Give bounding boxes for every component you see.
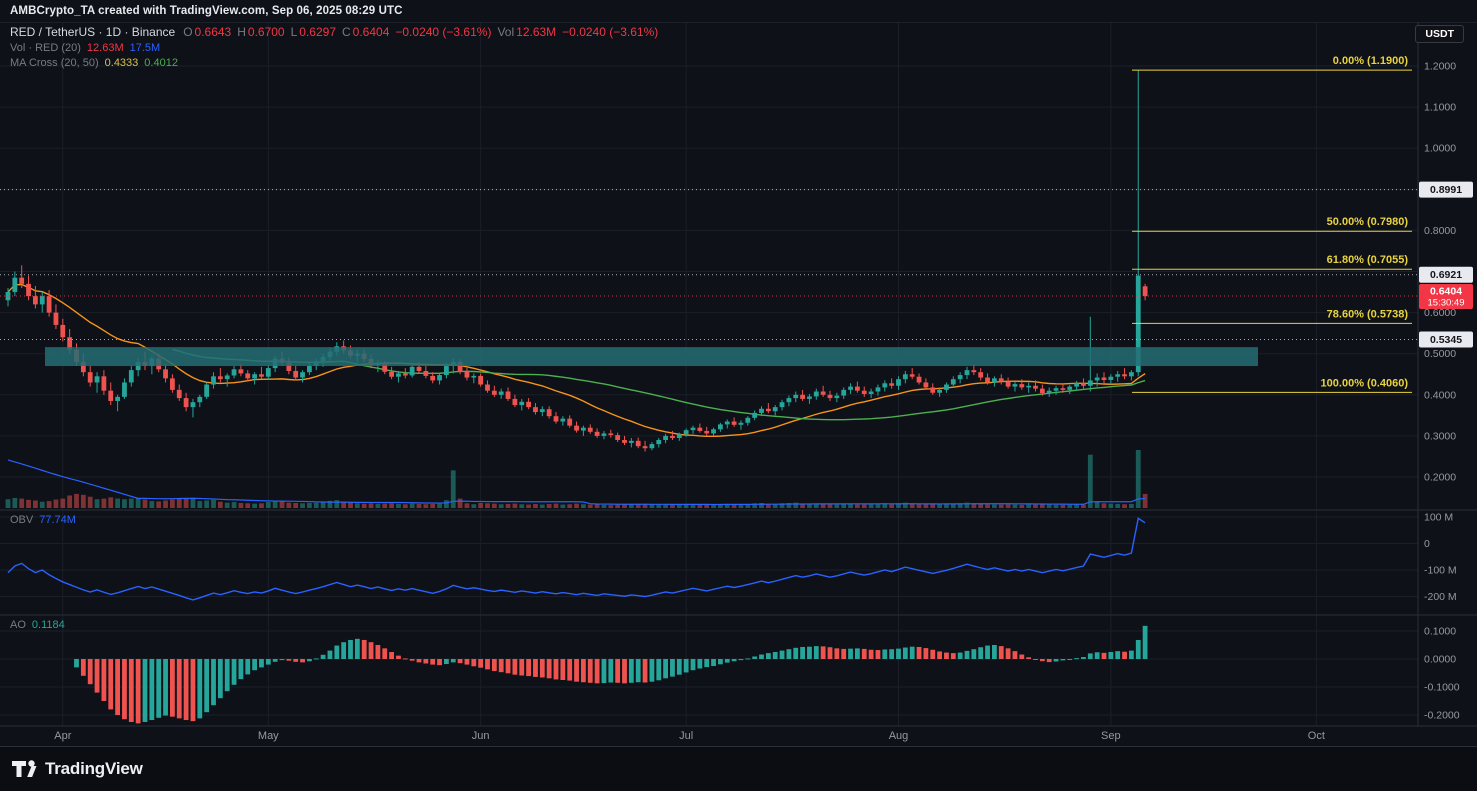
svg-text:-0.2000: -0.2000 [1424, 710, 1460, 722]
attribution-text: AMBCrypto_TA created with TradingView.co… [10, 5, 403, 17]
svg-text:1.2000: 1.2000 [1424, 61, 1456, 73]
svg-text:Oct: Oct [1308, 730, 1325, 742]
currency-toggle-button[interactable]: USDT [1415, 25, 1464, 43]
volume-label: Vol [497, 25, 515, 39]
svg-text:0.0000: 0.0000 [1424, 654, 1456, 666]
fib-levels: 0.00% (1.1900) 50.00% (0.7980) 61.80% (0.7… [1132, 55, 1412, 393]
svg-text:100 M: 100 M [1424, 512, 1453, 524]
volume-indicator-value: 12.63M [86, 42, 124, 54]
volume-bars [5, 450, 1148, 508]
svg-text:-200 M: -200 M [1424, 591, 1457, 603]
pane-separators [0, 21, 1477, 727]
open-value: 0.6643 [194, 25, 232, 39]
main-chart-canvas[interactable]: 0.00% (1.1900) 50.00% (0.7980) 61.80% (0.7… [0, 0, 1477, 745]
volume-indicator-title: Vol · RED (20) [10, 42, 81, 54]
svg-text:0.5000: 0.5000 [1424, 348, 1456, 360]
open-label: O [183, 25, 193, 39]
change-value: −0.0240 (−3.61%) [395, 25, 492, 39]
supply-zone [45, 347, 1258, 367]
svg-text:78.60% (0.5738): 78.60% (0.5738) [1327, 308, 1409, 320]
footer-bar: TradingView [0, 746, 1477, 791]
symbol-title: RED / TetherUS · 1D · Binance [10, 25, 176, 39]
svg-text:0.3000: 0.3000 [1424, 430, 1456, 442]
ma-cross-indicator-row[interactable]: MA Cross (20, 50) 0.4333 0.4012 [10, 57, 664, 69]
volume-change-value: −0.0240 (−3.61%) [562, 25, 659, 39]
ma-cross-title: MA Cross (20, 50) [10, 57, 99, 69]
svg-text:Jun: Jun [472, 730, 490, 742]
svg-text:1.1000: 1.1000 [1424, 102, 1456, 114]
obv-title: OBV [10, 514, 34, 526]
ma20-line [7, 283, 1146, 438]
svg-text:Apr: Apr [54, 730, 71, 742]
candles-layer [5, 70, 1148, 452]
obv-value: 77.74M [39, 514, 76, 526]
svg-text:May: May [258, 730, 279, 742]
high-value: 0.6700 [247, 25, 285, 39]
svg-text:0.00% (1.1900): 0.00% (1.1900) [1333, 55, 1409, 67]
svg-text:-100 M: -100 M [1424, 565, 1457, 577]
volume-indicator-row[interactable]: Vol · RED (20) 12.63M 17.5M [10, 42, 664, 54]
volume-ma-line [7, 459, 1146, 506]
tradingview-wordmark: TradingView [45, 759, 143, 778]
svg-text:15:30:49: 15:30:49 [1428, 297, 1465, 308]
svg-text:50.00% (0.7980): 50.00% (0.7980) [1327, 216, 1409, 228]
price-alert-lines [0, 189, 1418, 341]
ao-histogram [74, 625, 1148, 724]
svg-text:0.4000: 0.4000 [1424, 389, 1456, 401]
svg-text:0.6921: 0.6921 [1430, 269, 1462, 281]
svg-text:0.1000: 0.1000 [1424, 626, 1456, 638]
svg-text:0: 0 [1424, 538, 1430, 550]
svg-text:Aug: Aug [889, 730, 909, 742]
last-price-label [1419, 283, 1473, 309]
axis-tick-labels: 1.20001.10001.00000.80000.70000.60000.50… [54, 61, 1460, 743]
svg-text:0.8991: 0.8991 [1430, 184, 1462, 196]
low-label: L [290, 25, 298, 39]
ma50-value: 0.4012 [144, 57, 178, 69]
obv-line [7, 517, 1146, 601]
ao-legend-row[interactable]: AO 0.1184 [10, 619, 65, 631]
svg-text:0.5345: 0.5345 [1430, 334, 1462, 346]
grid-lines [0, 22, 1418, 726]
ao-title: AO [10, 619, 26, 631]
volume-ma-value: 17.5M [129, 42, 161, 54]
svg-text:0.6000: 0.6000 [1424, 307, 1456, 319]
low-value: 0.6297 [299, 25, 336, 39]
svg-text:0.2000: 0.2000 [1424, 472, 1456, 484]
svg-text:-0.1000: -0.1000 [1424, 682, 1460, 694]
obv-legend-row[interactable]: OBV 77.74M [10, 514, 76, 526]
chart-legend: RED / TetherUS · 1D · Binance O 0.6643 H… [10, 25, 664, 69]
ma20-value: 0.4333 [104, 57, 139, 69]
tradingview-logo-icon[interactable] [10, 755, 38, 783]
svg-text:61.80% (0.7055): 61.80% (0.7055) [1327, 254, 1409, 266]
volume-value: 12.63M [516, 25, 557, 39]
svg-text:100.00% (0.4060): 100.00% (0.4060) [1321, 377, 1409, 389]
close-label: C [342, 25, 351, 39]
symbol-legend-row[interactable]: RED / TetherUS · 1D · Binance O 0.6643 H… [10, 25, 664, 39]
attribution-bar: AMBCrypto_TA created with TradingView.co… [0, 0, 1477, 22]
svg-text:Jul: Jul [679, 730, 693, 742]
svg-text:Sep: Sep [1101, 730, 1121, 742]
svg-text:1.0000: 1.0000 [1424, 143, 1456, 155]
svg-text:0.6404: 0.6404 [1430, 285, 1462, 297]
close-value: 0.6404 [352, 25, 390, 39]
high-label: H [237, 25, 246, 39]
svg-text:0.8000: 0.8000 [1424, 225, 1456, 237]
ao-value: 0.1184 [31, 619, 65, 631]
